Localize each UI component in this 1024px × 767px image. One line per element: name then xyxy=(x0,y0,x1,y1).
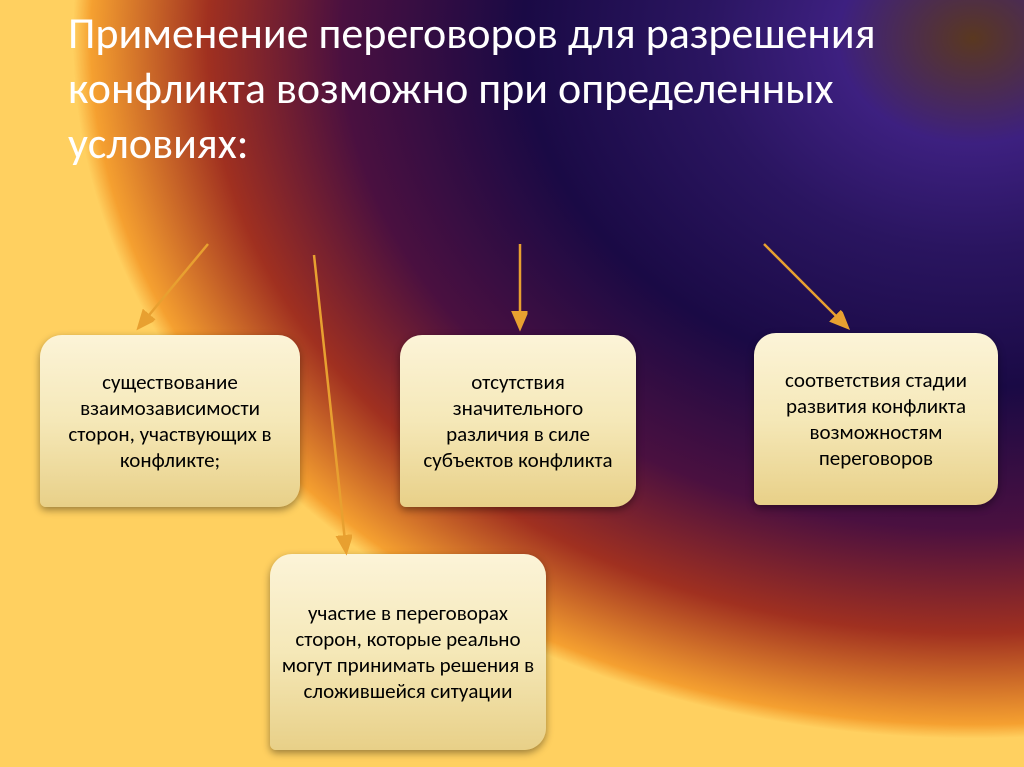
arrow-to-box3 xyxy=(764,244,846,326)
condition-box-interdependence: существование взаимозависимости сторон, … xyxy=(40,335,300,507)
condition-box-power-balance: отсутствия значительного различия в силе… xyxy=(400,335,636,507)
slide-title: Применение переговоров для разрешения ко… xyxy=(0,0,1024,171)
arrow-to-box4 xyxy=(314,255,346,550)
box-text: существование взаимозависимости сторон, … xyxy=(50,369,290,474)
condition-box-decision-makers: участие в переговорах сторон, которые ре… xyxy=(270,554,546,750)
box-text: соответствия стадии развития конфликта в… xyxy=(764,367,988,472)
condition-box-stage-match: соответствия стадии развития конфликта в… xyxy=(754,333,998,505)
arrow-to-box1 xyxy=(140,244,208,326)
box-text: отсутствия значительного различия в силе… xyxy=(410,369,626,474)
box-text: участие в переговорах сторон, которые ре… xyxy=(280,600,536,705)
